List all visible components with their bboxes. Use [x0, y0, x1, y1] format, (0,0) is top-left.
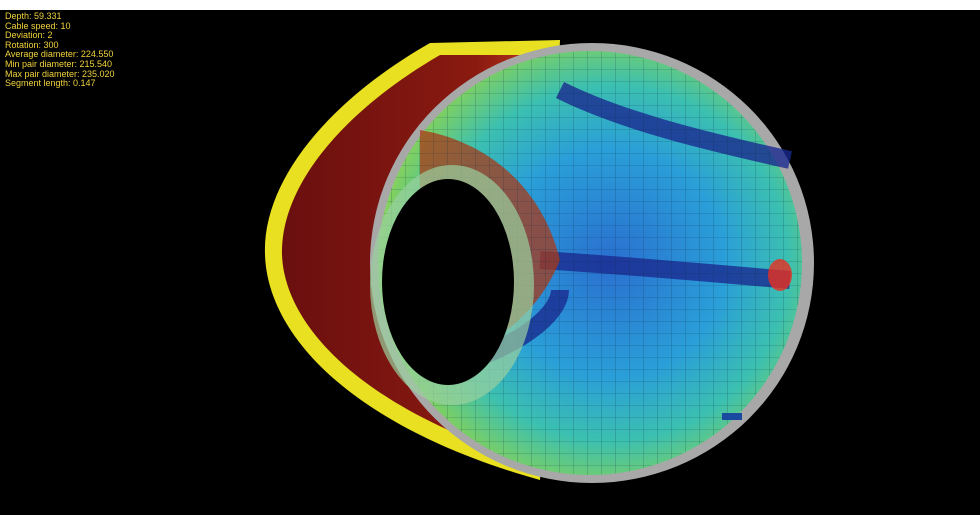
info-line: Depth: 59.331 [5, 11, 62, 21]
pipe-view [264, 40, 814, 483]
title-bar [0, 0, 980, 10]
marker [722, 413, 742, 420]
info-line: Segment length: 0.147 [5, 78, 96, 89]
info-line: Min pair diameter: 215.540 [5, 58, 113, 69]
info-line: Rotation: 300 [5, 39, 59, 50]
info-line: Max pair diameter: 235.020 [5, 68, 115, 79]
hot-spot [768, 259, 792, 291]
info-overlay: Depth: 59.331 Cable speed: 10 Deviation: 2… [5, 11, 115, 89]
info-line: Deviation: 2 [5, 30, 53, 41]
pipe-hole [382, 179, 514, 385]
info-line: Cable speed: 10 [5, 20, 71, 31]
info-line: Average diameter: 224.550 [5, 49, 114, 60]
